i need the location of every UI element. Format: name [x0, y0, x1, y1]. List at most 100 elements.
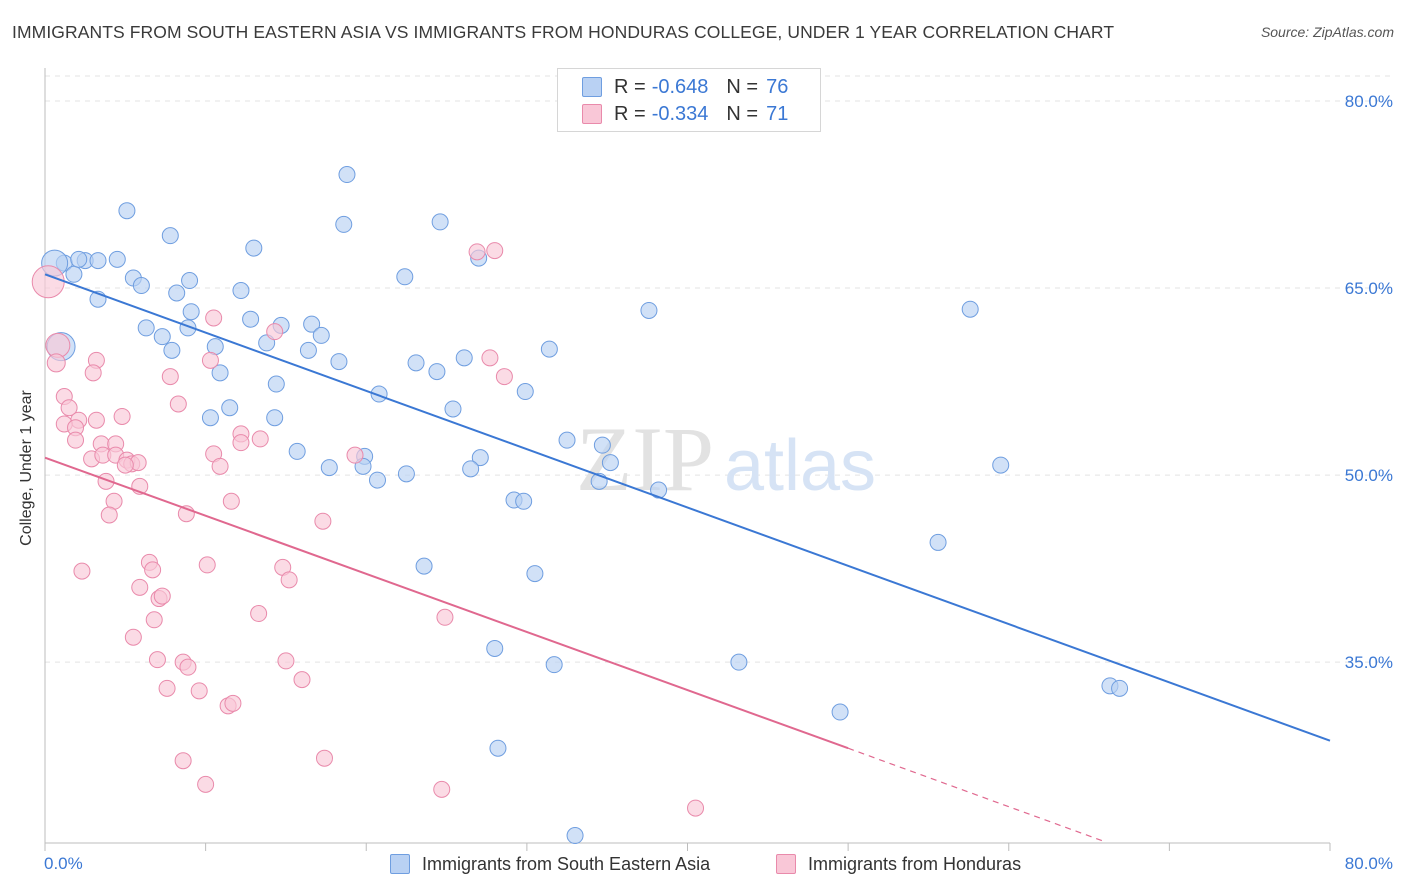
- point-sea: [431, 213, 449, 231]
- bottom-legend-swatch-pink: [776, 854, 796, 874]
- trendline-sea: [44, 273, 1331, 742]
- points-layer: [31, 166, 1129, 845]
- point-sea: [601, 454, 619, 472]
- point-sea: [118, 202, 136, 220]
- point-sea: [593, 436, 611, 454]
- point-sea: [566, 827, 584, 845]
- point-sea: [640, 301, 658, 319]
- point-sea: [201, 409, 219, 427]
- point-honduras: [144, 561, 162, 579]
- point-sea: [232, 282, 250, 300]
- legend-swatch-blue: [582, 77, 602, 97]
- bottom-legend-label-sea: Immigrants from South Eastern Asia: [422, 853, 711, 874]
- point-honduras: [346, 446, 364, 464]
- point-sea: [338, 166, 356, 184]
- correlation-legend: R = -0.648 N = 76 R = -0.334 N = 71: [557, 68, 821, 132]
- point-honduras: [468, 243, 486, 261]
- point-honduras: [31, 265, 65, 299]
- trendline-honduras-extension: [847, 747, 1106, 843]
- y-tick-label: 35.0%: [1345, 653, 1393, 672]
- point-sea: [153, 328, 171, 346]
- source-label: Source: ZipAtlas.com: [1260, 24, 1394, 40]
- point-sea: [1111, 679, 1129, 697]
- point-sea: [182, 303, 200, 321]
- bottom-legend-item-honduras: Immigrants from Honduras: [776, 852, 1021, 876]
- point-honduras: [251, 430, 269, 448]
- point-sea: [558, 431, 576, 449]
- point-sea: [462, 460, 480, 478]
- point-honduras: [148, 651, 166, 669]
- point-honduras: [73, 562, 91, 580]
- point-sea: [161, 227, 179, 245]
- point-honduras: [197, 775, 215, 793]
- point-honduras: [266, 323, 284, 341]
- point-sea: [320, 459, 338, 477]
- point-sea: [515, 492, 533, 510]
- watermark: ZIP atlas: [576, 408, 876, 510]
- point-honduras: [293, 671, 311, 689]
- point-sea: [444, 400, 462, 418]
- trend-layer: [44, 273, 1331, 843]
- point-sea: [489, 739, 507, 757]
- point-honduras: [124, 628, 142, 646]
- point-honduras: [161, 368, 179, 386]
- point-sea: [335, 215, 353, 233]
- legend-row-blue: R = -0.648 N = 76: [582, 74, 788, 100]
- chart-title: IMMIGRANTS FROM SOUTH EASTERN ASIA VS IM…: [12, 22, 1115, 42]
- legend-n-value: 76: [766, 75, 789, 98]
- watermark-zip: ZIP: [576, 408, 714, 510]
- point-honduras: [433, 780, 451, 798]
- legend-r-value: -0.334: [651, 102, 709, 125]
- point-honduras: [67, 431, 85, 449]
- point-sea: [397, 465, 415, 483]
- tick-label-layer: 35.0% 50.0% 65.0% 80.0% 0.0% 80.0%: [44, 92, 1393, 873]
- point-honduras: [436, 608, 454, 626]
- point-honduras: [190, 682, 208, 700]
- point-honduras: [158, 679, 176, 697]
- x-tick-label: 0.0%: [44, 854, 83, 873]
- point-honduras: [46, 353, 66, 373]
- point-sea: [471, 449, 489, 467]
- point-honduras: [198, 556, 216, 574]
- point-honduras: [145, 611, 163, 629]
- point-sea: [407, 354, 425, 372]
- point-sea: [992, 456, 1010, 474]
- point-honduras: [280, 571, 298, 589]
- legend-r-value: -0.648: [651, 75, 709, 98]
- point-sea: [181, 272, 199, 290]
- point-sea: [211, 364, 229, 382]
- y-tick-label: 50.0%: [1345, 466, 1393, 485]
- point-sea: [516, 383, 534, 401]
- point-honduras: [481, 349, 499, 367]
- point-honduras: [179, 658, 197, 676]
- y-tick-label: 80.0%: [1345, 92, 1393, 111]
- point-sea: [545, 656, 563, 674]
- point-sea: [132, 277, 150, 295]
- point-sea: [730, 653, 748, 671]
- point-sea: [242, 310, 260, 328]
- point-sea: [330, 353, 348, 371]
- point-honduras: [153, 587, 171, 605]
- point-honduras: [169, 395, 187, 413]
- legend-n-label: N =: [726, 102, 759, 125]
- point-sea: [303, 315, 321, 333]
- point-honduras: [486, 242, 504, 260]
- point-sea: [831, 703, 849, 721]
- point-sea: [526, 565, 544, 583]
- legend-n-value: 71: [766, 102, 789, 125]
- bottom-legend-item-sea: Immigrants from South Eastern Asia: [390, 852, 710, 876]
- point-honduras: [314, 512, 332, 530]
- point-sea: [368, 471, 386, 489]
- point-honduras: [277, 652, 295, 670]
- point-honduras: [60, 399, 78, 417]
- point-sea: [288, 442, 306, 460]
- point-honduras: [201, 351, 219, 369]
- grid-layer: [45, 75, 1393, 663]
- legend-r-label: R =: [614, 102, 646, 125]
- point-sea: [168, 284, 186, 302]
- point-honduras: [84, 364, 102, 382]
- axes-layer: [44, 68, 1331, 851]
- point-sea: [267, 375, 285, 393]
- point-sea: [929, 533, 947, 551]
- point-sea: [961, 300, 979, 318]
